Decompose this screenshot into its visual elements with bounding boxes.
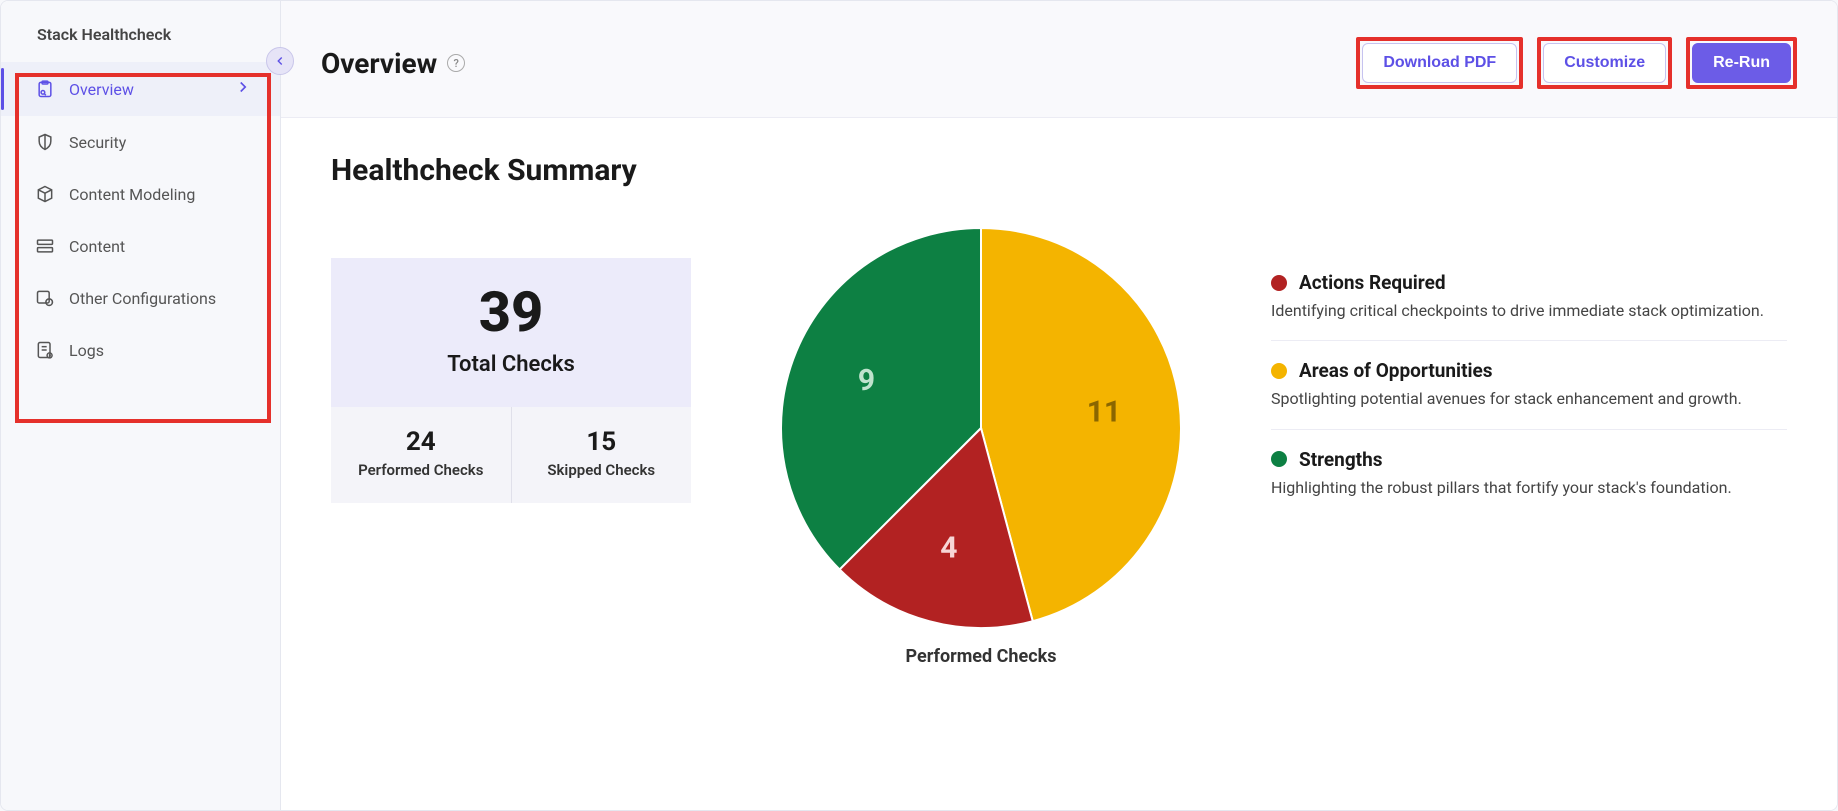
sidebar-item-label: Logs [69,341,104,360]
skipped-value: 15 [522,427,682,457]
section-title: Healthcheck Summary [331,153,1787,188]
legend-title: Strengths [1299,448,1383,471]
svg-text:4: 4 [940,530,957,565]
log-icon [35,340,55,360]
legend-dot [1271,275,1287,291]
pie-caption: Performed Checks [781,646,1181,667]
app-frame: Stack Healthcheck Overview Security [0,0,1838,811]
sidebar-item-label: Overview [69,80,134,99]
content: Healthcheck Summary 39 Total Checks 24 P… [281,118,1837,810]
customize-button[interactable]: Customize [1543,43,1666,83]
total-checks-label: Total Checks [351,352,671,377]
performed-label: Performed Checks [341,461,501,479]
legend-title: Areas of Opportunities [1299,359,1493,382]
header-actions: Download PDF Customize Re-Run [1356,37,1797,89]
sidebar-item-security[interactable]: Security [1,116,280,168]
pie-chart: 11 4 9 [781,228,1181,628]
sidebar-item-label: Content [69,237,125,256]
button-highlight: Re-Run [1686,37,1797,89]
legend-dot [1271,451,1287,467]
total-checks-value: 39 [351,284,671,340]
gear-icon [35,288,55,308]
sidebar-items: Overview Security Content Modeling [1,62,280,376]
legend-desc: Highlighting the robust pillars that for… [1271,477,1787,499]
legend-title: Actions Required [1299,271,1446,294]
sidebar-item-logs[interactable]: Logs [1,324,280,376]
legend-desc: Identifying critical checkpoints to driv… [1271,300,1787,322]
button-highlight: Customize [1537,37,1672,89]
sidebar-item-label: Other Configurations [69,289,216,308]
legend: Actions Required Identifying critical ch… [1271,228,1787,517]
summary-row: 39 Total Checks 24 Performed Checks 15 S… [331,228,1787,667]
sidebar-title: Stack Healthcheck [1,25,280,62]
performed-checks: 24 Performed Checks [331,407,512,503]
pie-column: 11 4 9 Performed Checks [781,228,1181,667]
legend-item-actions: Actions Required Identifying critical ch… [1271,253,1787,341]
sidebar-item-other-config[interactable]: Other Configurations [1,272,280,324]
header: Overview ? Download PDF Customize Re-Run [281,1,1837,118]
sidebar-item-overview[interactable]: Overview [1,62,280,116]
totals-card: 39 Total Checks 24 Performed Checks 15 S… [331,258,691,503]
clipboard-icon [35,79,55,99]
totals-top: 39 Total Checks [331,258,691,407]
sidebar-item-content[interactable]: Content [1,220,280,272]
legend-dot [1271,363,1287,379]
page-title: Overview ? [321,47,465,80]
box-icon [35,184,55,204]
shield-icon [35,132,55,152]
skipped-checks: 15 Skipped Checks [512,407,692,503]
sidebar-item-label: Content Modeling [69,185,195,204]
download-pdf-button[interactable]: Download PDF [1362,43,1517,83]
main: Overview ? Download PDF Customize Re-Run… [281,1,1837,810]
rerun-button[interactable]: Re-Run [1692,43,1791,83]
sidebar-item-label: Security [69,133,126,152]
sidebar: Stack Healthcheck Overview Security [1,1,281,810]
collapse-sidebar-button[interactable] [266,47,294,75]
svg-text:9: 9 [858,363,875,398]
performed-value: 24 [341,427,501,457]
legend-desc: Spotlighting potential avenues for stack… [1271,388,1787,410]
skipped-label: Skipped Checks [522,461,682,479]
help-icon[interactable]: ? [447,54,465,72]
totals-bottom: 24 Performed Checks 15 Skipped Checks [331,407,691,503]
legend-item-strengths: Strengths Highlighting the robust pillar… [1271,430,1787,517]
page-title-text: Overview [321,47,437,80]
legend-item-areas: Areas of Opportunities Spotlighting pote… [1271,341,1787,429]
button-highlight: Download PDF [1356,37,1523,89]
sidebar-item-content-modeling[interactable]: Content Modeling [1,168,280,220]
rows-icon [35,236,55,256]
svg-text:11: 11 [1087,394,1121,429]
chevron-right-icon [234,78,252,100]
